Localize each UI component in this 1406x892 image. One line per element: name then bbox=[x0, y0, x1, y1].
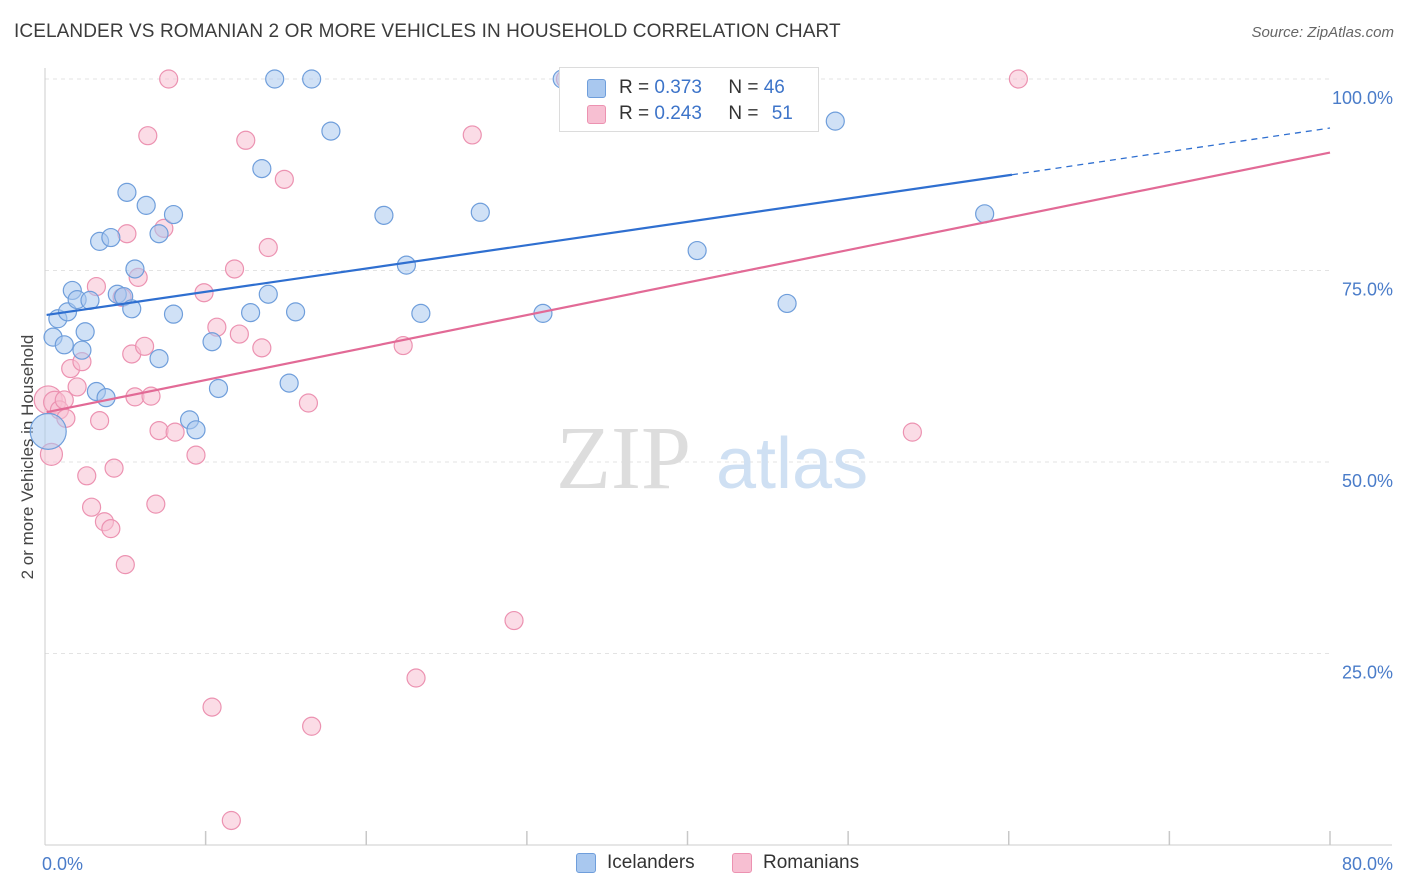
romanian-point bbox=[406, 668, 426, 688]
icelander-point bbox=[411, 303, 431, 323]
romanian-point bbox=[146, 494, 166, 514]
source-credit: Source: ZipAtlas.com bbox=[1251, 24, 1394, 41]
icelander-point bbox=[374, 205, 394, 225]
legend-n-value: 51 bbox=[771, 103, 793, 124]
data-points bbox=[29, 69, 1028, 831]
romanian-point bbox=[149, 420, 169, 441]
icelander-point bbox=[302, 69, 322, 89]
icelander-trend-extension bbox=[1011, 127, 1331, 176]
romanian-point bbox=[104, 458, 124, 478]
icelander-point bbox=[101, 227, 121, 248]
watermark-zip: ZIP bbox=[556, 409, 691, 508]
romanian-point bbox=[298, 393, 319, 413]
legend-n-label: N = bbox=[728, 77, 759, 98]
romanian-point bbox=[221, 810, 241, 831]
icelander-point bbox=[396, 255, 417, 275]
romanian-point bbox=[77, 466, 97, 486]
icelander-point bbox=[186, 420, 206, 440]
romanian-point bbox=[224, 259, 245, 279]
icelander-point bbox=[29, 412, 67, 450]
stats-legend: R = 0.373 N = 46 R = 0.243 N = 51 bbox=[559, 67, 819, 132]
legend-r-label: R = bbox=[619, 77, 650, 98]
romanian-point bbox=[252, 338, 272, 358]
icelander-point bbox=[75, 322, 95, 342]
icelander-point bbox=[321, 121, 341, 141]
romanian-point bbox=[229, 324, 249, 344]
romanian-point bbox=[90, 411, 110, 431]
icelander-point bbox=[241, 303, 261, 323]
icelander-point bbox=[117, 182, 137, 202]
icelander-point bbox=[208, 378, 229, 399]
icelander-point bbox=[96, 388, 116, 408]
romanian-point bbox=[186, 445, 206, 465]
romanian-point bbox=[138, 126, 158, 146]
legend-r-label: R = bbox=[619, 103, 650, 124]
romanian-point bbox=[81, 497, 102, 517]
icelander-point bbox=[258, 284, 278, 304]
y-axis-label: 2 or more Vehicles in Household bbox=[18, 335, 37, 580]
romanian-point bbox=[302, 716, 322, 736]
legend-swatch-blue bbox=[576, 853, 596, 873]
romanian-point bbox=[274, 169, 294, 189]
legend-n-label: N = bbox=[728, 103, 759, 124]
icelander-point bbox=[252, 159, 272, 179]
romanian-point bbox=[117, 224, 137, 244]
icelander-point bbox=[54, 335, 74, 355]
icelander-point bbox=[265, 69, 285, 89]
tick-labels: 25.0% 50.0% 75.0% 100.0% 0.0% 80.0% bbox=[42, 88, 1393, 874]
icelander-point bbox=[470, 202, 490, 222]
icelander-point bbox=[149, 348, 169, 369]
legend-label-icelanders: Icelanders bbox=[607, 852, 695, 873]
romanian-point bbox=[101, 519, 121, 539]
legend-swatch-blue bbox=[587, 79, 606, 98]
icelander-point bbox=[72, 340, 92, 360]
icelander-point bbox=[136, 195, 156, 215]
icelander-point bbox=[163, 204, 184, 225]
icelander-point bbox=[777, 293, 797, 314]
romanian-point bbox=[462, 125, 482, 145]
romanian-trend-line bbox=[46, 151, 1331, 414]
icelander-point bbox=[687, 240, 707, 261]
romanian-point bbox=[115, 555, 135, 575]
romanian-point bbox=[125, 387, 145, 407]
watermark-atlas: atlas bbox=[716, 424, 868, 504]
y-tick-label: 75.0% bbox=[1342, 280, 1393, 300]
icelander-point bbox=[125, 259, 145, 279]
icelander-point bbox=[285, 302, 306, 322]
romanian-point bbox=[902, 422, 922, 442]
icelander-point bbox=[825, 111, 845, 131]
romanian-point bbox=[504, 610, 524, 631]
romanian-point bbox=[67, 377, 87, 397]
romanian-point bbox=[202, 697, 222, 717]
romanian-point bbox=[134, 336, 155, 356]
romanian-point bbox=[258, 237, 278, 258]
y-tick-label: 50.0% bbox=[1342, 471, 1393, 491]
icelander-point bbox=[202, 332, 222, 352]
romanian-point bbox=[159, 69, 179, 89]
romanian-point bbox=[1008, 69, 1028, 89]
icelander-trend-line bbox=[46, 173, 1013, 317]
y-tick-label: 25.0% bbox=[1342, 663, 1393, 683]
x-tick-label: 80.0% bbox=[1342, 854, 1393, 874]
trend-lines bbox=[46, 127, 1331, 414]
chart-title: ICELANDER VS ROMANIAN 2 OR MORE VEHICLES… bbox=[14, 21, 841, 42]
legend-n-value: 46 bbox=[763, 77, 785, 98]
legend-swatch-pink bbox=[587, 105, 606, 124]
romanian-point bbox=[236, 130, 256, 150]
romanian-point bbox=[165, 422, 185, 442]
icelander-point bbox=[149, 224, 169, 244]
icelander-point bbox=[279, 373, 299, 393]
icelander-point bbox=[163, 304, 184, 324]
series-legend: Icelanders Romanians bbox=[0, 851, 1406, 877]
legend-r-value: 0.373 bbox=[654, 77, 702, 98]
gridlines bbox=[45, 78, 1330, 654]
legend-swatch-pink bbox=[732, 853, 752, 873]
legend-r-value: 0.243 bbox=[654, 103, 702, 124]
y-tick-label: 100.0% bbox=[1332, 88, 1393, 108]
x-tick-label: 0.0% bbox=[42, 854, 83, 874]
legend-label-romanians: Romanians bbox=[763, 852, 860, 873]
